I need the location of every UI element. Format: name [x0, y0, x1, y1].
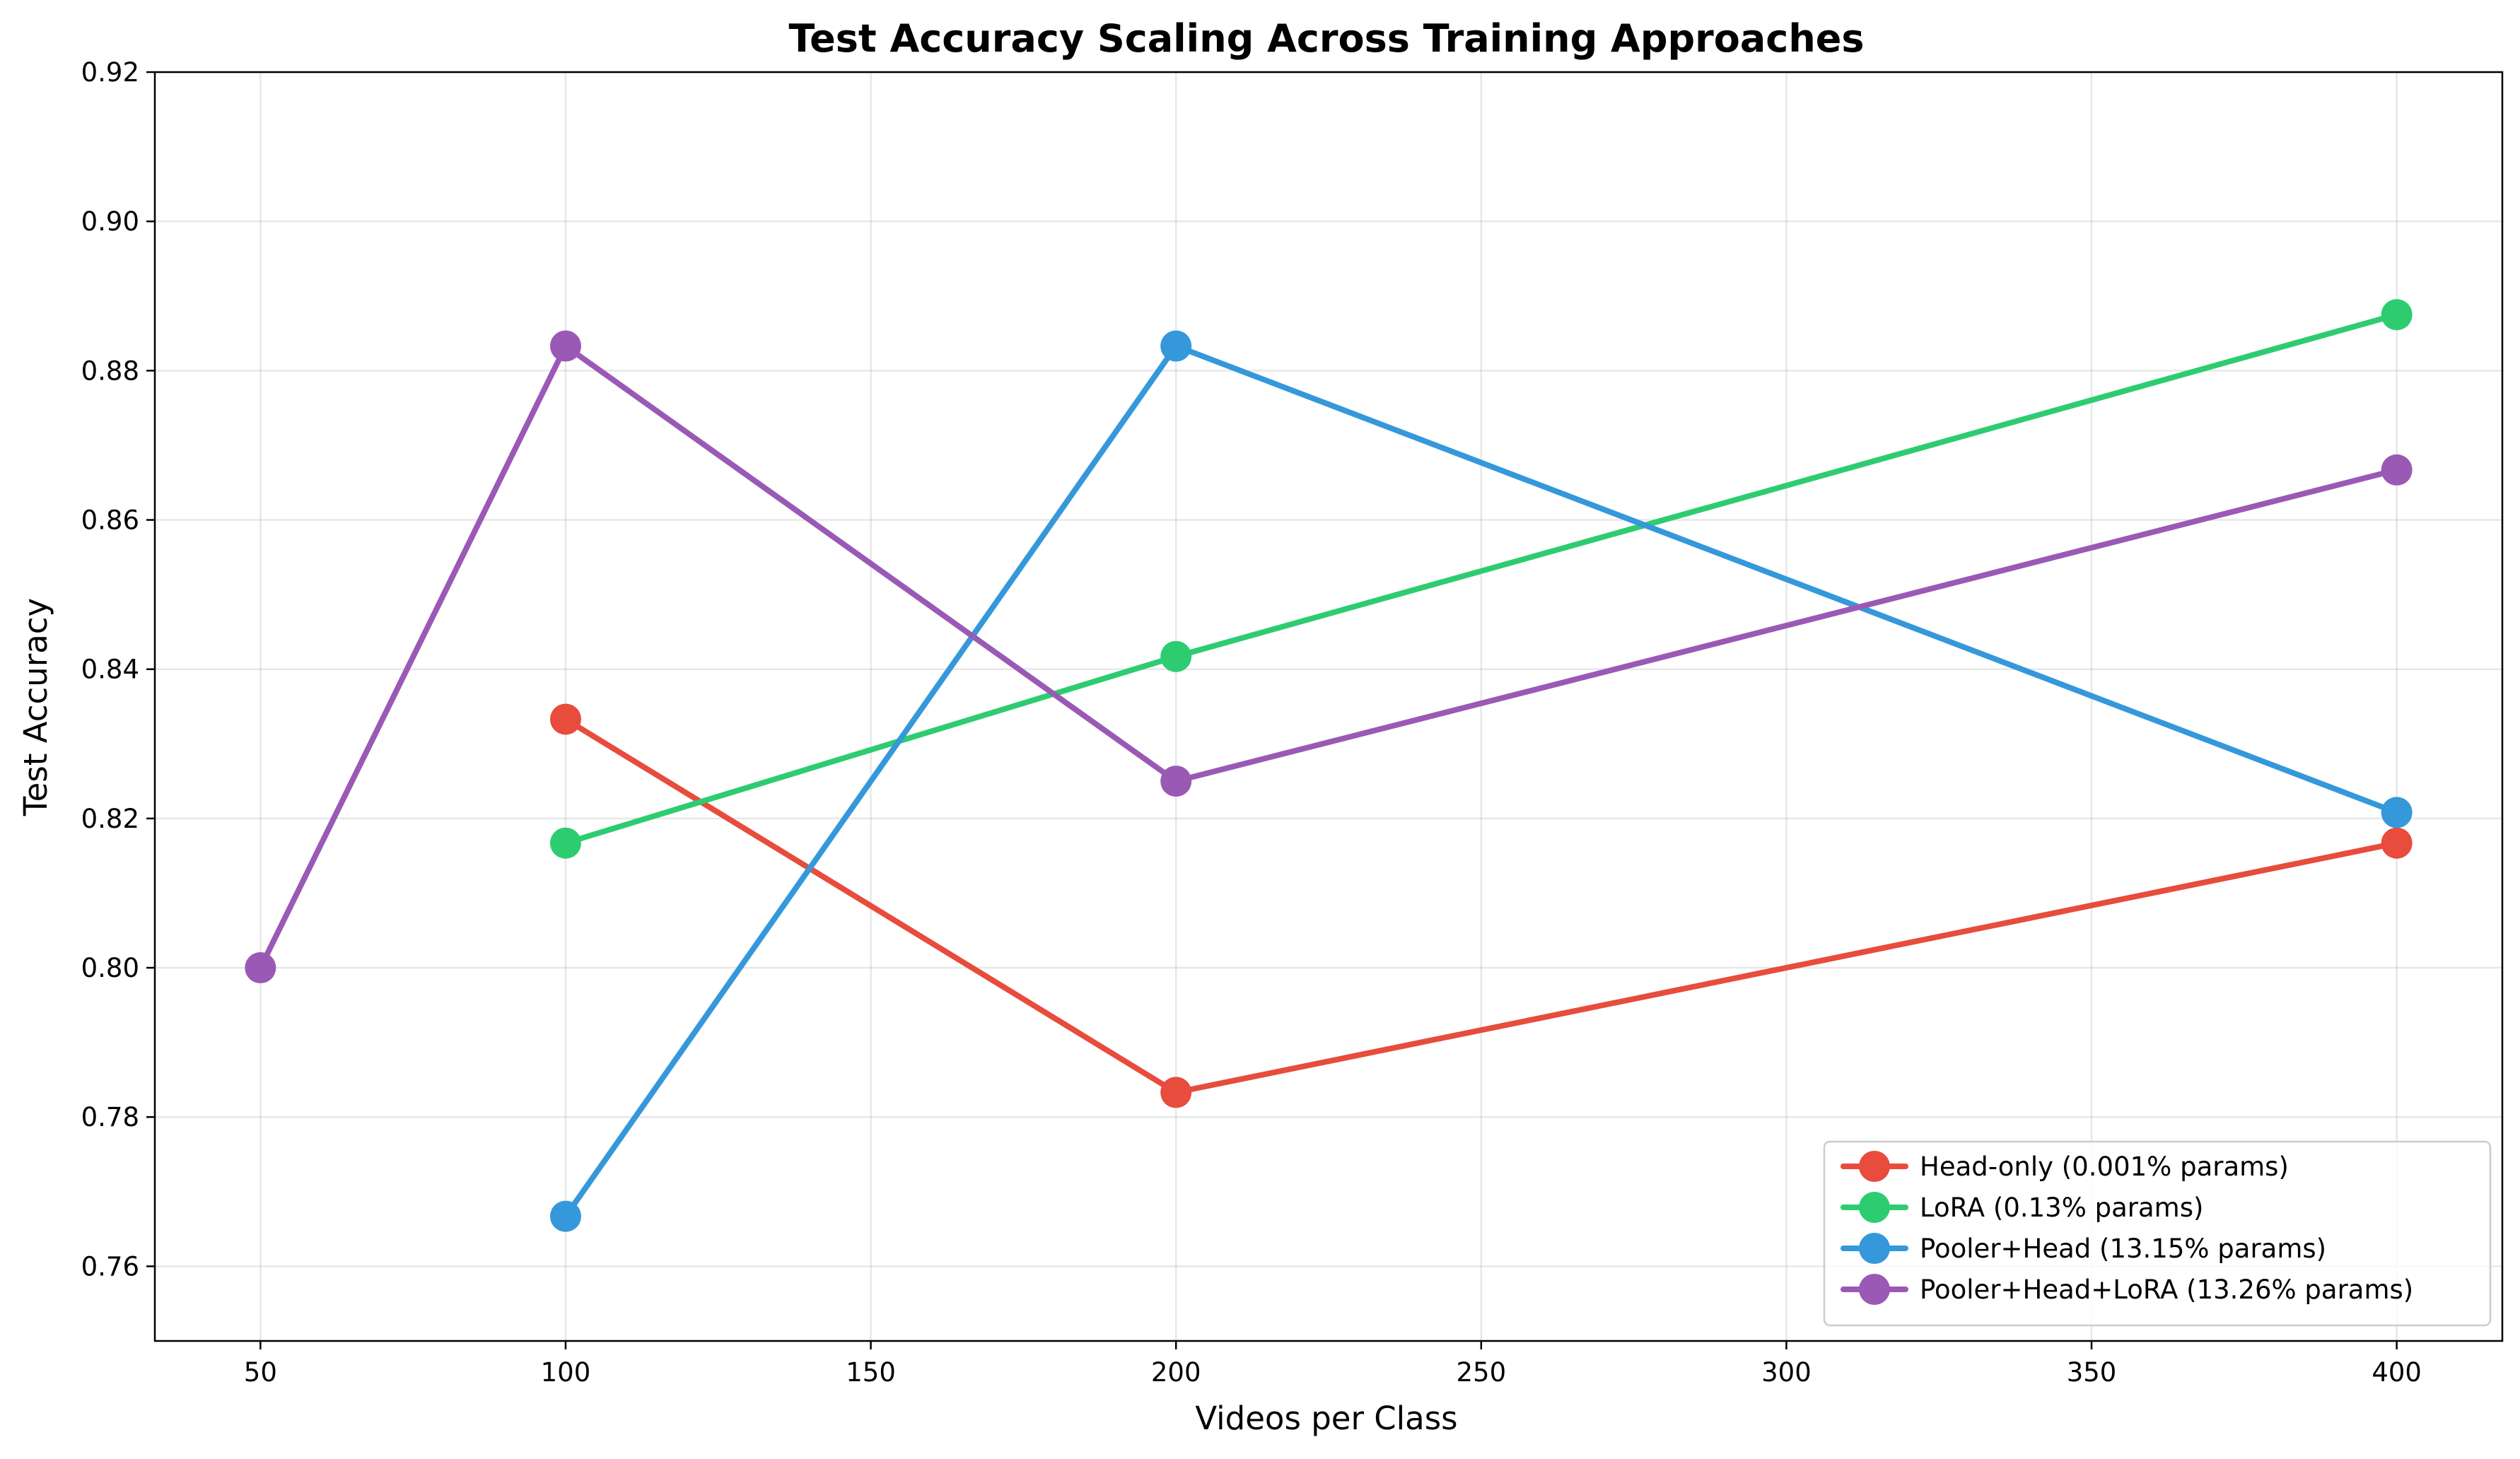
data-point [2381, 454, 2413, 486]
legend-entry: Head-only (0.001% params) [1841, 1151, 2289, 1182]
series-group [549, 703, 2413, 1108]
y-tick-label: 0.80 [81, 953, 139, 983]
data-point [2381, 299, 2413, 331]
data-point [549, 703, 581, 735]
legend-label: Head-only (0.001% params) [1920, 1152, 2289, 1182]
series-group [245, 330, 2413, 984]
legend-label: Pooler+Head+LoRA (13.26% params) [1920, 1275, 2413, 1305]
y-tick-label: 0.78 [81, 1102, 139, 1132]
y-tick-label: 0.86 [81, 505, 139, 536]
y-tick-label: 0.84 [81, 655, 139, 685]
y-tick-label: 0.82 [81, 804, 139, 834]
x-tick-label: 200 [1151, 1357, 1201, 1388]
data-point [245, 952, 276, 984]
data-point [1160, 1077, 1192, 1108]
data-point [1160, 330, 1192, 362]
legend-entry: LoRA (0.13% params) [1841, 1192, 2203, 1223]
x-axis: 50 100 150 200 250 300 350 400 [244, 1341, 2422, 1388]
x-tick-label: 400 [2372, 1357, 2422, 1388]
x-tick-label: 350 [2067, 1357, 2117, 1388]
data-point [549, 827, 581, 859]
legend-entry: Pooler+Head+LoRA (13.26% params) [1841, 1274, 2413, 1305]
x-tick-label: 250 [1456, 1357, 1506, 1388]
legend-frame [1823, 1140, 2492, 1327]
y-tick-label: 0.90 [81, 206, 139, 237]
series-line [257, 343, 2400, 971]
x-axis-label: Videos per Class [1195, 1400, 1457, 1437]
chart-title: Test Accuracy Scaling Across Training Ap… [788, 16, 1864, 61]
legend-entry: Pooler+Head (13.15% params) [1841, 1233, 2326, 1264]
y-axis-label: Test Accuracy [17, 598, 54, 816]
y-tick-label: 0.92 [81, 57, 139, 88]
series-layer [245, 299, 2413, 1232]
legend-label: Pooler+Head (13.15% params) [1920, 1234, 2326, 1264]
data-point [2381, 797, 2413, 828]
data-point [549, 1200, 581, 1232]
legend-label: LoRA (0.13% params) [1920, 1193, 2203, 1223]
y-tick-label: 0.88 [81, 356, 139, 386]
legend-swatch-marker [1859, 1192, 1890, 1223]
x-tick-label: 300 [1761, 1357, 1812, 1388]
x-tick-label: 100 [541, 1357, 591, 1388]
x-tick-label: 50 [244, 1357, 277, 1388]
series-group [549, 330, 2413, 1232]
x-tick-label: 150 [846, 1357, 896, 1388]
grid-lines [155, 71, 2502, 1341]
data-point [1160, 640, 1192, 672]
data-point [549, 330, 581, 362]
data-point [2381, 827, 2413, 859]
legend-swatch-marker [1859, 1233, 1890, 1264]
y-axis: 0.76 0.78 0.80 0.82 0.84 0.86 0.88 0.90 0.92 [81, 57, 155, 1282]
series-group [549, 299, 2413, 859]
y-tick-label: 0.76 [81, 1251, 139, 1282]
legend-swatch-marker [1859, 1274, 1890, 1305]
legend: Head-only (0.001% params) LoRA (0.13% par… [1823, 1140, 2492, 1327]
plot-area-frame [153, 71, 2504, 1342]
data-point [1160, 766, 1192, 797]
legend-swatch-marker [1859, 1151, 1890, 1182]
